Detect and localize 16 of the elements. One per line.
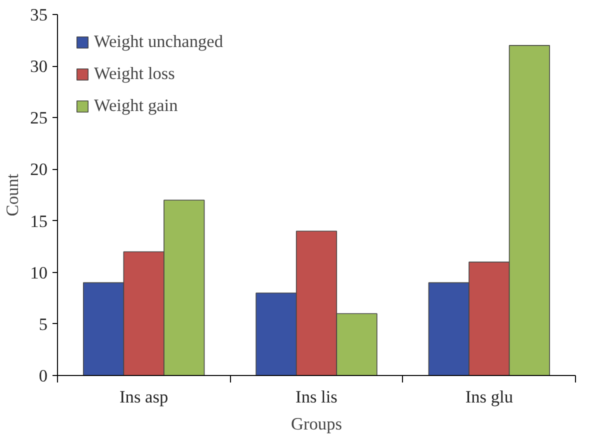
y-tick-label: 25 <box>30 108 48 128</box>
x-tick-label: Ins glu <box>465 388 514 406</box>
y-tick-label: 15 <box>30 212 48 231</box>
y-tick-label: 30 <box>30 57 48 76</box>
y-tick-label: 35 <box>30 6 48 24</box>
y-tick-label: 5 <box>38 314 48 334</box>
x-tick-label: Ins asp <box>120 388 168 406</box>
y-tick-label: 0 <box>38 366 48 386</box>
y-tick-label: 10 <box>30 263 48 282</box>
legend-label: Weight gain <box>94 96 178 116</box>
x-axis-title: Groups <box>290 414 342 434</box>
legend-label: Weight loss <box>94 64 175 84</box>
y-tick-label: 20 <box>30 160 48 180</box>
x-tick-label: Ins lis <box>296 388 338 406</box>
y-axis-title: Count <box>3 174 22 216</box>
legend-label: Weight unchanged <box>94 32 224 52</box>
